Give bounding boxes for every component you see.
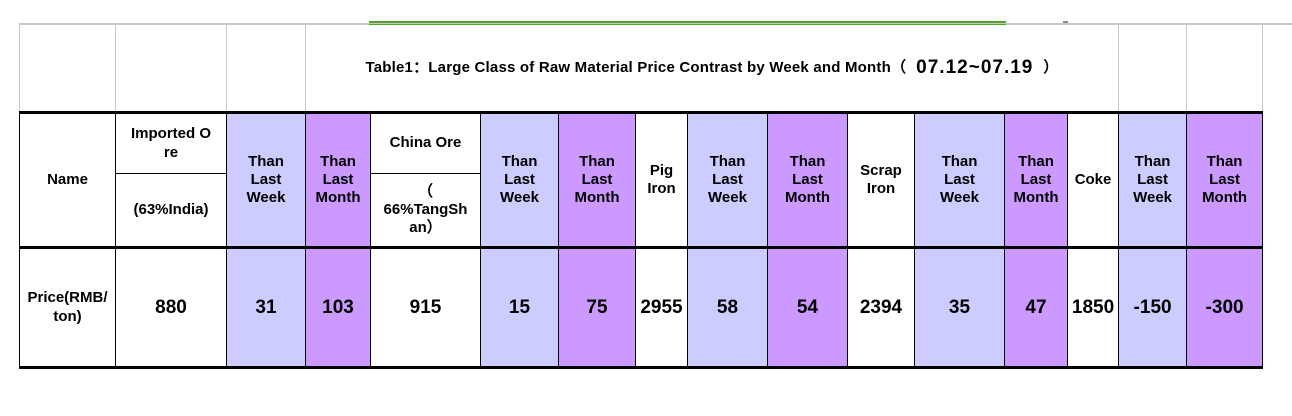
row-label-price: Price(RMB/ton) xyxy=(19,246,116,369)
table-title: Table1：Large Class of Raw Material Price… xyxy=(304,23,1120,113)
value-pig-iron-month: 54 xyxy=(767,246,848,369)
header-than-last-week-3: Than Last Week xyxy=(687,111,768,248)
value-pig-iron-week: 58 xyxy=(687,246,768,369)
header-scrap-iron: Scrap Iron xyxy=(847,111,915,248)
gridline-end-tick xyxy=(1063,21,1068,23)
empty-grid-cell xyxy=(115,23,227,113)
price-row: Price(RMB/ton) 880 31 103 915 15 75 2955… xyxy=(19,246,1264,369)
header-than-last-month-5: Than Last Month xyxy=(1186,111,1264,248)
header-coke: Coke xyxy=(1066,111,1120,248)
header-than-last-week-4: Than Last Week xyxy=(914,111,1005,248)
value-coke-price: 1850 xyxy=(1066,246,1120,369)
header-than-last-week-1: Than Last Week xyxy=(226,111,306,248)
empty-grid-cell xyxy=(1186,23,1264,113)
title-suffix: ） xyxy=(1043,58,1059,76)
value-china-ore-week: 15 xyxy=(480,246,559,369)
header-than-last-month-4: Than Last Month xyxy=(1004,111,1068,248)
header-than-last-month-2: Than Last Month xyxy=(558,111,636,248)
header-than-last-week-5: Than Last Week xyxy=(1118,111,1188,248)
header-row-top: Name Imported Ore Than Last Week Than La… xyxy=(19,111,1264,248)
value-china-ore-price: 915 xyxy=(370,246,481,369)
header-row-bottom: (63%India) （ 66%TangShan） xyxy=(20,173,1263,248)
header-pig-iron: Pig Iron xyxy=(635,111,688,248)
header-imported-ore: Imported Ore xyxy=(115,111,227,174)
value-scrap-iron-price: 2394 xyxy=(847,246,915,369)
value-imported-ore-price: 880 xyxy=(115,246,227,369)
empty-grid-cell xyxy=(1118,23,1188,113)
raw-material-price-table: Table1：Large Class of Raw Material Price… xyxy=(19,23,1264,369)
header-china-ore-spec: （ 66%TangShan） xyxy=(370,173,481,248)
empty-grid-cell xyxy=(226,23,306,113)
value-pig-iron-price: 2955 xyxy=(635,246,688,369)
header-china-ore: China Ore xyxy=(370,111,481,174)
title-date-range: 07.12~07.19 xyxy=(916,56,1034,78)
empty-grid-cell xyxy=(19,23,116,113)
title-prefix: Table1：Large Class of Raw Material Price… xyxy=(365,58,907,76)
value-imported-ore-week: 31 xyxy=(226,246,306,369)
header-name: Name xyxy=(19,111,116,248)
value-coke-month: -300 xyxy=(1186,246,1264,369)
header-imported-ore-spec: (63%India) xyxy=(115,173,227,248)
header-than-last-month-3: Than Last Month xyxy=(767,111,848,248)
value-imported-ore-month: 103 xyxy=(305,246,371,369)
value-scrap-iron-month: 47 xyxy=(1004,246,1068,369)
value-china-ore-month: 75 xyxy=(558,246,636,369)
title-band-row: Table1：Large Class of Raw Material Price… xyxy=(19,23,1264,113)
value-coke-week: -150 xyxy=(1118,246,1188,369)
value-scrap-iron-week: 35 xyxy=(914,246,1005,369)
header-than-last-week-2: Than Last Week xyxy=(480,111,559,248)
header-than-last-month-1: Than Last Month xyxy=(305,111,371,248)
